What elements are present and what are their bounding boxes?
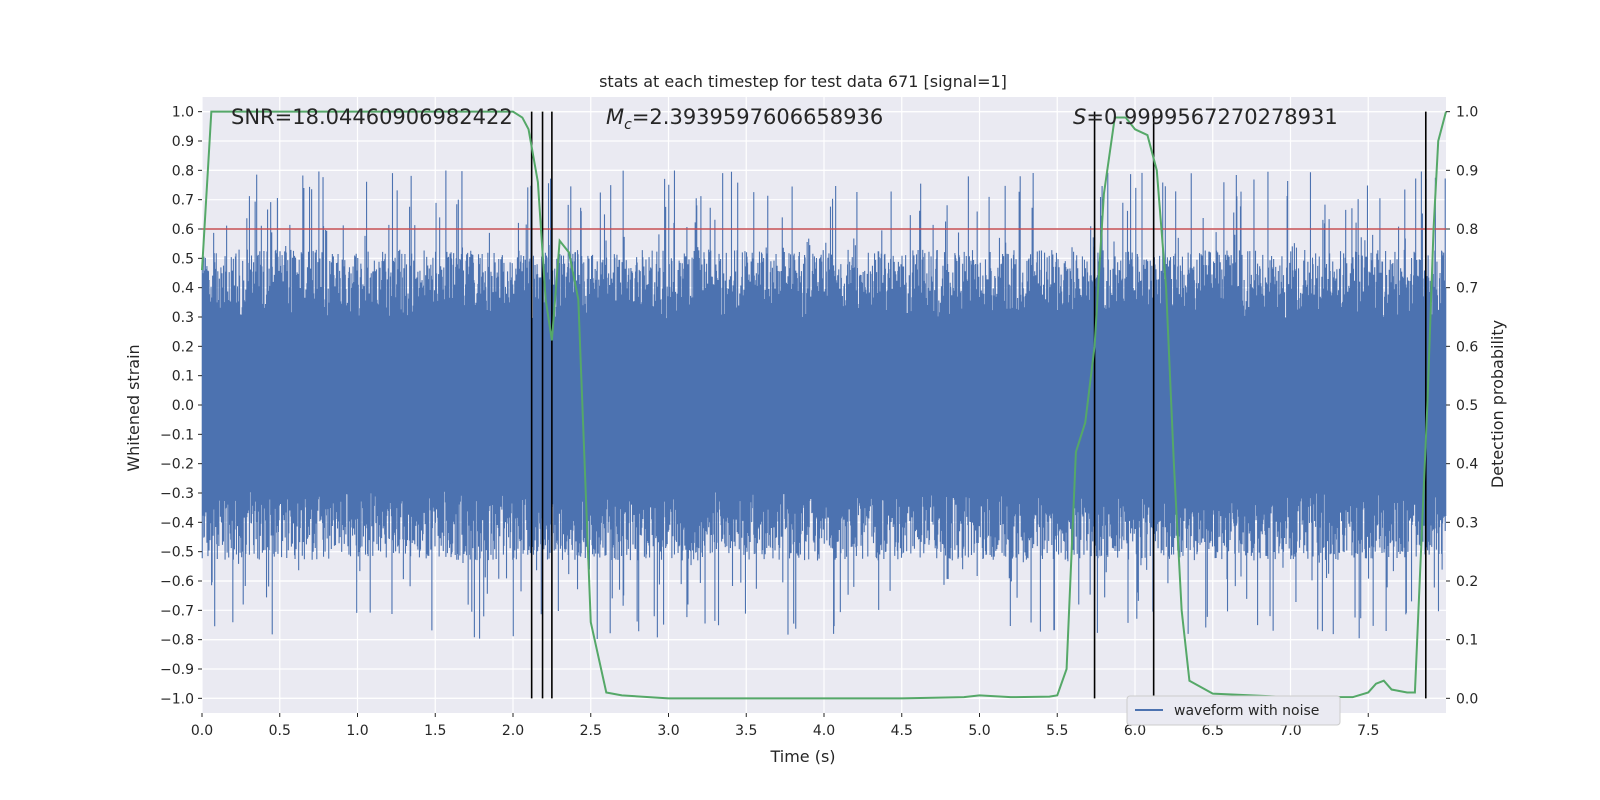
y2-tick-label: 0.6: [1456, 339, 1478, 355]
y-tick-label: −0.6: [160, 574, 194, 590]
x-tick-label: 4.5: [891, 723, 913, 739]
y-tick-label: 0.6: [172, 222, 194, 238]
y-tick-label: −0.8: [160, 633, 194, 649]
y2-tick-label: 0.7: [1456, 281, 1478, 297]
y-tick-label: 0.5: [172, 251, 194, 267]
x-tick-label: 3.0: [657, 723, 679, 739]
y2-axis-label: Detection probability: [1488, 320, 1507, 488]
x-tick-label: 0.5: [269, 723, 291, 739]
y2-tick-label: 0.1: [1456, 633, 1478, 649]
x-tick-label: 7.0: [1279, 723, 1301, 739]
y-tick-label: 1.0: [172, 105, 194, 121]
trigger-lines: [530, 111, 1427, 699]
x-tick-label: 1.5: [424, 723, 446, 739]
y-tick-label: −0.3: [160, 486, 194, 502]
legend-label: waveform with noise: [1174, 703, 1319, 719]
detection-probability-line: [201, 110, 1447, 700]
y-tick-label: −0.9: [160, 662, 194, 678]
x-axis-ticks: 0.0 0.5 1.0 1.5 2.0 2.5 3.0 3.5 4.0 4.5 5.0 5.5 6.0 6…: [191, 713, 1379, 739]
y-tick-label: 0.3: [172, 310, 194, 326]
chirp-mass-value: =2.3939597606658936: [632, 105, 883, 129]
y2-tick-label: 0.5: [1456, 398, 1478, 414]
y-tick-label: −0.5: [160, 545, 194, 561]
y-tick-label: 0.2: [172, 339, 194, 355]
x-tick-label: 2.5: [580, 723, 602, 739]
y2-tick-label: 0.8: [1456, 222, 1478, 238]
y2-tick-label: 0.2: [1456, 574, 1478, 590]
y-tick-label: 0.7: [172, 193, 194, 209]
x-tick-label: 5.0: [968, 723, 990, 739]
x-tick-label: 7.5: [1357, 723, 1379, 739]
waveform-series: [201, 170, 1447, 639]
x-tick-label: 2.0: [502, 723, 524, 739]
x-axis-label: Time (s): [769, 747, 835, 766]
y2-tick-label: 0.9: [1456, 163, 1478, 179]
y2-tick-label: 0.0: [1456, 691, 1478, 707]
legend: waveform with noise: [1126, 695, 1341, 726]
y-tick-label: −0.1: [160, 427, 194, 443]
s-symbol: S: [1073, 105, 1086, 129]
y2-tick-label: 1.0: [1456, 105, 1478, 121]
x-tick-label: 6.0: [1124, 723, 1146, 739]
y-tick-label: −0.4: [160, 515, 194, 531]
chirp-mass-symbol: M: [606, 105, 624, 129]
chirp-mass-annotation: Mc=2.3939597606658936: [606, 105, 883, 133]
x-tick-label: 4.0: [813, 723, 835, 739]
y-tick-label: 0.0: [172, 398, 194, 414]
x-tick-label: 3.5: [735, 723, 757, 739]
y-tick-label: 0.1: [172, 369, 194, 385]
y-axis-label: Whitened strain: [124, 344, 143, 471]
y2-tick-label: 0.4: [1456, 457, 1478, 473]
y-tick-label: −0.7: [160, 603, 194, 619]
y-tick-label: −1.0: [160, 691, 194, 707]
y-tick-label: 0.4: [172, 281, 194, 297]
x-tick-label: 5.5: [1046, 723, 1068, 739]
snr-annotation: SNR=18.04460906982422: [231, 105, 513, 129]
waveform-core: [202, 331, 1446, 479]
s-annotation: S=0.9999567270278931: [1073, 105, 1338, 129]
chart-title: stats at each timestep for test data 671…: [599, 72, 1007, 91]
y-tick-label: −0.2: [160, 457, 194, 473]
y-tick-label: 0.9: [172, 134, 194, 150]
s-value: =0.9999567270278931: [1086, 105, 1337, 129]
chirp-mass-subscript: c: [624, 117, 632, 133]
legend-box: [1126, 695, 1341, 726]
x-tick-label: 1.0: [346, 723, 368, 739]
y-tick-label: 0.8: [172, 163, 194, 179]
y2-tick-label: 0.3: [1456, 515, 1478, 531]
y2-axis-ticks: 1.0 0.9 0.8 0.7 0.6 0.5 0.4 0.3 0.2 0.1 0.0: [1446, 105, 1478, 707]
y-axis-ticks: 1.0 0.9 0.8 0.7 0.6 0.5 0.4 0.3 0.2 0.1 0.0 −0.1 −0.…: [160, 105, 202, 707]
x-tick-label: 0.0: [191, 723, 213, 739]
x-tick-label: 6.5: [1202, 723, 1224, 739]
